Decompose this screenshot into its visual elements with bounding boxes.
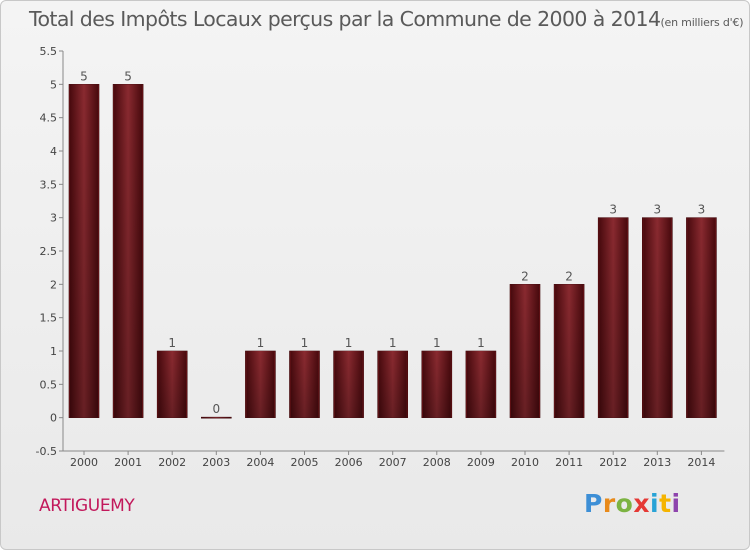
x-tick-label: 2005 <box>291 456 319 469</box>
data-label: 1 <box>257 336 265 350</box>
bar-shade <box>202 417 231 419</box>
y-tick-label: 3 <box>50 212 57 225</box>
data-label: 3 <box>653 203 661 217</box>
y-tick-label: 2.5 <box>40 245 58 258</box>
data-label: 5 <box>80 69 88 83</box>
bar-shade <box>643 217 672 418</box>
title-text: Total des Impôts Locaux perçus par la Co… <box>29 7 661 31</box>
data-label: 3 <box>698 203 706 217</box>
y-tick-label: 1.5 <box>40 312 58 325</box>
y-tick-label: 4 <box>50 145 57 158</box>
y-tick-label: 0.5 <box>40 378 58 391</box>
bar-shade <box>246 351 275 418</box>
bar-shade <box>334 351 363 418</box>
bar-shade <box>422 351 451 418</box>
bar-shade <box>511 284 539 418</box>
data-label: 2 <box>521 269 529 283</box>
data-label: 0 <box>212 402 220 416</box>
x-tick-label: 2004 <box>246 456 274 469</box>
bar-shade <box>158 351 187 418</box>
commune-name: ARTIGUEMY <box>39 496 135 516</box>
data-label: 5 <box>124 69 132 83</box>
data-label: 1 <box>168 336 176 350</box>
x-tick-label: 2002 <box>158 456 186 469</box>
y-tick-label: 5 <box>50 78 57 91</box>
x-tick-label: 2011 <box>555 456 583 469</box>
x-tick-label: 2006 <box>335 456 363 469</box>
chart-title: Total des Impôts Locaux perçus par la Co… <box>29 7 744 31</box>
bar-shade <box>599 217 628 418</box>
bar-shade <box>70 84 98 418</box>
bar-shade <box>290 351 319 418</box>
y-tick-label: -0.5 <box>36 445 57 458</box>
data-label: 1 <box>433 336 441 350</box>
x-tick-label: 2003 <box>202 456 230 469</box>
data-label: 3 <box>609 203 617 217</box>
x-tick-label: 2001 <box>114 456 142 469</box>
bar-shade <box>114 84 143 418</box>
x-tick-label: 2009 <box>467 456 495 469</box>
proxiti-logo: Proxiti <box>584 489 681 518</box>
chart-subtitle: (en milliers d'€) <box>660 16 744 29</box>
y-tick-label: 3.5 <box>40 178 58 191</box>
y-tick-label: 0 <box>50 412 57 425</box>
y-tick-label: 5.5 <box>40 45 58 58</box>
data-label: 1 <box>345 336 353 350</box>
data-label: 2 <box>565 269 573 283</box>
bar-shade <box>378 351 407 418</box>
x-tick-label: 2010 <box>511 456 539 469</box>
bar-shade <box>687 217 716 418</box>
y-tick-label: 1 <box>50 345 57 358</box>
y-tick-label: 4.5 <box>40 112 58 125</box>
x-tick-label: 2000 <box>70 456 98 469</box>
bar-shade <box>466 351 495 418</box>
y-tick-label: 2 <box>50 278 57 291</box>
data-label: 1 <box>389 336 397 350</box>
data-label: 1 <box>477 336 485 350</box>
x-tick-label: 2014 <box>687 456 715 469</box>
bar-shade <box>555 284 584 418</box>
x-tick-label: 2013 <box>643 456 671 469</box>
data-label: 1 <box>301 336 309 350</box>
x-tick-label: 2007 <box>379 456 407 469</box>
x-tick-label: 2012 <box>599 456 627 469</box>
x-tick-label: 2008 <box>423 456 451 469</box>
